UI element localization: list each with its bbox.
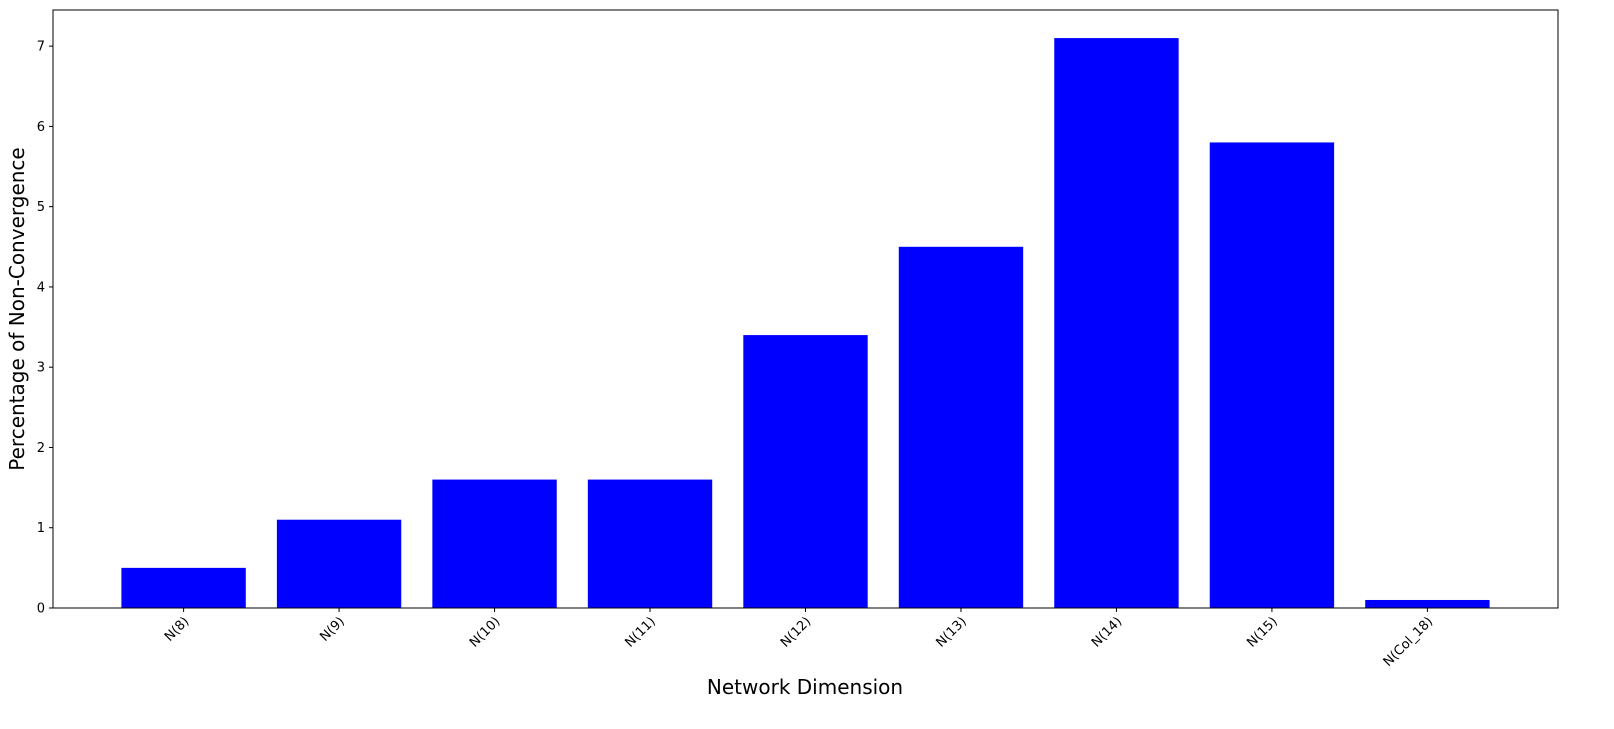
x-tick-label: N(8) xyxy=(162,614,193,645)
x-tick-label: N(11) xyxy=(622,614,658,650)
y-tick-label: 4 xyxy=(37,280,45,295)
x-axis-label: Network Dimension xyxy=(707,675,903,699)
bar xyxy=(743,335,868,608)
bar xyxy=(1365,599,1490,608)
y-tick-label: 5 xyxy=(37,200,45,215)
y-tick-label: 3 xyxy=(37,361,45,376)
x-tick-label: N(12) xyxy=(778,614,814,650)
x-tick-label: N(14) xyxy=(1089,614,1125,650)
bar xyxy=(276,519,402,608)
y-tick-label: 0 xyxy=(37,602,45,617)
x-tick-label: N(9) xyxy=(317,614,348,645)
x-tick-label: N(10) xyxy=(467,614,503,650)
y-tick-label: 7 xyxy=(37,40,45,55)
x-tick-label: N(Col_18) xyxy=(1381,614,1437,670)
y-axis-label: Percentage of Non-Convergence xyxy=(5,147,29,470)
bar xyxy=(1209,142,1335,609)
x-tick-label: N(15) xyxy=(1244,614,1280,650)
bar xyxy=(587,479,713,608)
plot-frame xyxy=(52,9,1559,609)
bar xyxy=(121,567,246,608)
y-tick-label: 6 xyxy=(37,120,45,135)
y-tick-label: 1 xyxy=(37,521,45,536)
bar xyxy=(432,479,557,608)
y-tick-label: 2 xyxy=(37,441,45,456)
bar xyxy=(1054,38,1179,609)
bar xyxy=(898,246,1024,609)
x-tick-label: N(13) xyxy=(933,614,969,650)
